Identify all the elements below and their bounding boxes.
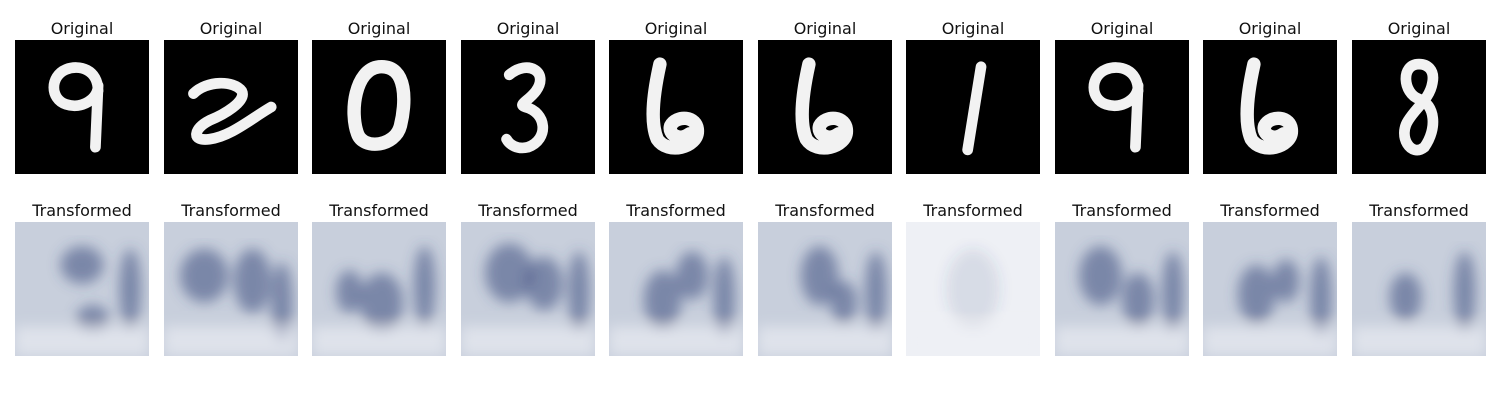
blur-blob — [76, 305, 109, 332]
handwritten-digit-stroke — [347, 60, 411, 151]
transformed-title: Transformed — [181, 201, 281, 220]
blur-band — [609, 326, 743, 356]
blur-blob — [180, 248, 229, 303]
handwritten-digit-stroke — [795, 57, 854, 155]
blur-band — [1055, 326, 1189, 356]
original-title: Original — [1387, 19, 1451, 38]
blur-blob — [568, 251, 590, 332]
blur-blob — [271, 262, 293, 343]
original-digit-image — [15, 40, 149, 174]
transformed-image — [906, 222, 1040, 356]
transformed-image — [1203, 222, 1337, 356]
original-digit-image — [906, 40, 1040, 174]
transformed-image — [15, 222, 149, 356]
transformed-image — [1055, 222, 1189, 356]
blur-blob — [1389, 272, 1422, 322]
transformed-title: Transformed — [329, 201, 429, 220]
blur-blob — [1122, 272, 1155, 327]
transformed-title: Transformed — [775, 201, 875, 220]
handwritten-digit-stroke — [646, 57, 705, 155]
original-digit-image — [1203, 40, 1337, 174]
blur-blob — [1310, 256, 1332, 338]
handwritten-digit-stroke — [962, 61, 987, 156]
blur-band — [312, 326, 446, 356]
blur-blob — [1453, 251, 1476, 332]
blur-blob — [1237, 264, 1276, 324]
blur-blob — [1162, 251, 1184, 332]
transformed-title: Transformed — [478, 201, 578, 220]
original-digit-image — [609, 40, 743, 174]
original-title: Original — [1238, 19, 1302, 38]
original-digit-image — [461, 40, 595, 174]
blur-blob — [525, 256, 563, 311]
blur-band — [1352, 326, 1486, 356]
original-digit-image — [164, 40, 298, 174]
blur-blob — [676, 251, 709, 300]
transformed-image — [312, 222, 446, 356]
original-title: Original — [644, 19, 708, 38]
blur-band — [15, 326, 149, 356]
blur-blob — [233, 248, 272, 314]
transformed-image — [1352, 222, 1486, 356]
blur-blob — [643, 270, 682, 330]
original-title: Original — [793, 19, 857, 38]
handwritten-digit-stroke — [1399, 58, 1439, 156]
blur-blob — [60, 246, 104, 284]
blur-band — [461, 326, 595, 356]
transformed-image — [164, 222, 298, 356]
blur-band — [758, 326, 892, 356]
transformed-title: Transformed — [923, 201, 1023, 220]
original-title: Original — [941, 19, 1005, 38]
blur-band — [906, 326, 1040, 356]
original-title: Original — [199, 19, 263, 38]
original-digit-image — [312, 40, 446, 174]
transformed-title: Transformed — [1369, 201, 1469, 220]
original-digit-image — [1055, 40, 1189, 174]
handwritten-digit-stroke — [188, 77, 277, 145]
handwritten-digit-stroke — [48, 62, 104, 153]
blur-blob — [830, 280, 858, 324]
handwritten-digit-stroke — [501, 62, 549, 154]
blur-blob — [713, 256, 735, 338]
handwritten-digit-stroke — [1088, 62, 1144, 153]
transformed-image — [758, 222, 892, 356]
blur-blob — [800, 246, 839, 306]
blur-blob — [1079, 246, 1122, 306]
blur-blob — [485, 243, 534, 303]
original-title: Original — [1090, 19, 1154, 38]
original-title: Original — [496, 19, 560, 38]
original-digit-image — [758, 40, 892, 174]
blur-band — [164, 326, 298, 356]
transformed-image — [461, 222, 595, 356]
blur-blob — [1272, 259, 1300, 303]
blur-blob — [413, 246, 436, 327]
transformed-title: Transformed — [626, 201, 726, 220]
blur-blob — [360, 272, 404, 332]
original-title: Original — [50, 19, 114, 38]
handwritten-digit-stroke — [1240, 57, 1299, 155]
blur-band — [1203, 326, 1337, 356]
original-digit-image — [1352, 40, 1486, 174]
blur-blob — [119, 248, 141, 330]
transformed-title: Transformed — [1220, 201, 1320, 220]
blur-blob — [946, 248, 1000, 330]
transformed-image — [609, 222, 743, 356]
blur-blob — [336, 270, 363, 314]
transformed-title: Transformed — [1072, 201, 1172, 220]
blur-blob — [865, 251, 887, 332]
original-title: Original — [347, 19, 411, 38]
transformed-title: Transformed — [32, 201, 132, 220]
